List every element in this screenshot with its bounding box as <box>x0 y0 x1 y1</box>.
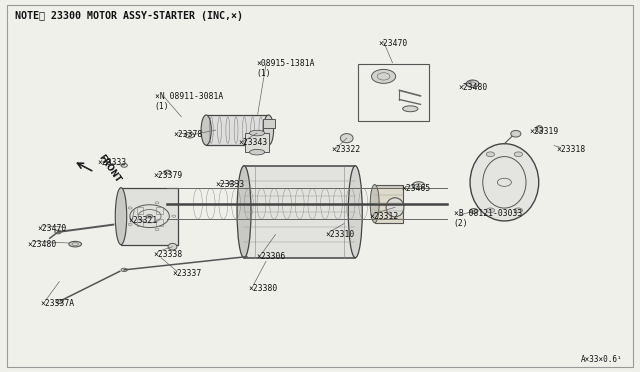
Ellipse shape <box>115 187 127 245</box>
Bar <box>264 119 275 128</box>
Text: ×23312: ×23312 <box>369 212 399 221</box>
Text: ×23337: ×23337 <box>173 269 202 278</box>
Text: ×23338: ×23338 <box>154 250 182 259</box>
Ellipse shape <box>121 268 127 272</box>
Text: ×23310: ×23310 <box>325 230 355 239</box>
Ellipse shape <box>348 166 362 258</box>
Text: ×08915-1381A
(1): ×08915-1381A (1) <box>257 59 315 78</box>
Text: ×23322: ×23322 <box>332 145 361 154</box>
Bar <box>374 185 403 223</box>
Bar <box>358 64 429 121</box>
Ellipse shape <box>340 134 353 143</box>
Ellipse shape <box>486 152 495 157</box>
Text: ×23470: ×23470 <box>37 224 67 233</box>
Ellipse shape <box>371 70 396 83</box>
Ellipse shape <box>56 299 63 304</box>
Ellipse shape <box>511 131 521 137</box>
Ellipse shape <box>386 198 404 217</box>
Text: ×23480: ×23480 <box>459 83 488 92</box>
Ellipse shape <box>403 106 418 112</box>
Bar <box>136 208 143 214</box>
Ellipse shape <box>201 115 211 145</box>
Text: ×23379: ×23379 <box>154 171 182 180</box>
Text: ×N 08911-3081A
(1): ×N 08911-3081A (1) <box>155 92 223 111</box>
Text: ×23337A: ×23337A <box>40 299 74 308</box>
Ellipse shape <box>470 209 478 214</box>
Text: ×23343: ×23343 <box>239 138 268 147</box>
Bar <box>136 219 143 225</box>
Ellipse shape <box>264 115 273 145</box>
Ellipse shape <box>515 208 522 213</box>
Ellipse shape <box>536 126 543 132</box>
Text: ×23465: ×23465 <box>401 185 431 193</box>
Ellipse shape <box>250 150 265 155</box>
Text: A×33×0.6¹: A×33×0.6¹ <box>580 355 622 364</box>
Bar <box>245 133 269 152</box>
Bar <box>244 166 355 258</box>
Text: ×23333: ×23333 <box>97 158 127 167</box>
Text: ×23378: ×23378 <box>173 130 203 139</box>
Ellipse shape <box>147 214 153 218</box>
Ellipse shape <box>250 130 265 136</box>
Ellipse shape <box>69 241 81 247</box>
Ellipse shape <box>168 243 177 250</box>
Ellipse shape <box>515 152 522 157</box>
Text: ×23306: ×23306 <box>257 252 285 261</box>
Ellipse shape <box>467 80 479 87</box>
Ellipse shape <box>237 166 251 258</box>
Text: ×23321: ×23321 <box>128 217 157 225</box>
Ellipse shape <box>470 144 539 221</box>
Bar <box>156 219 163 225</box>
Text: ×B 08121-03033
(2): ×B 08121-03033 (2) <box>454 209 522 228</box>
Text: ×23480: ×23480 <box>28 240 57 248</box>
Text: NOTE、 23300 MOTOR ASSY-STARTER (INC,×): NOTE、 23300 MOTOR ASSY-STARTER (INC,×) <box>15 11 243 20</box>
Text: ×23318: ×23318 <box>557 145 586 154</box>
Text: ×23470: ×23470 <box>378 39 408 48</box>
Text: ×23333: ×23333 <box>215 180 244 189</box>
Text: ×23380: ×23380 <box>249 284 278 293</box>
Text: FRONT: FRONT <box>96 153 122 184</box>
Ellipse shape <box>486 208 495 213</box>
Text: ×23319: ×23319 <box>530 127 559 136</box>
Bar <box>206 115 269 145</box>
Bar <box>121 187 178 245</box>
Bar <box>156 208 163 214</box>
Ellipse shape <box>370 185 379 223</box>
